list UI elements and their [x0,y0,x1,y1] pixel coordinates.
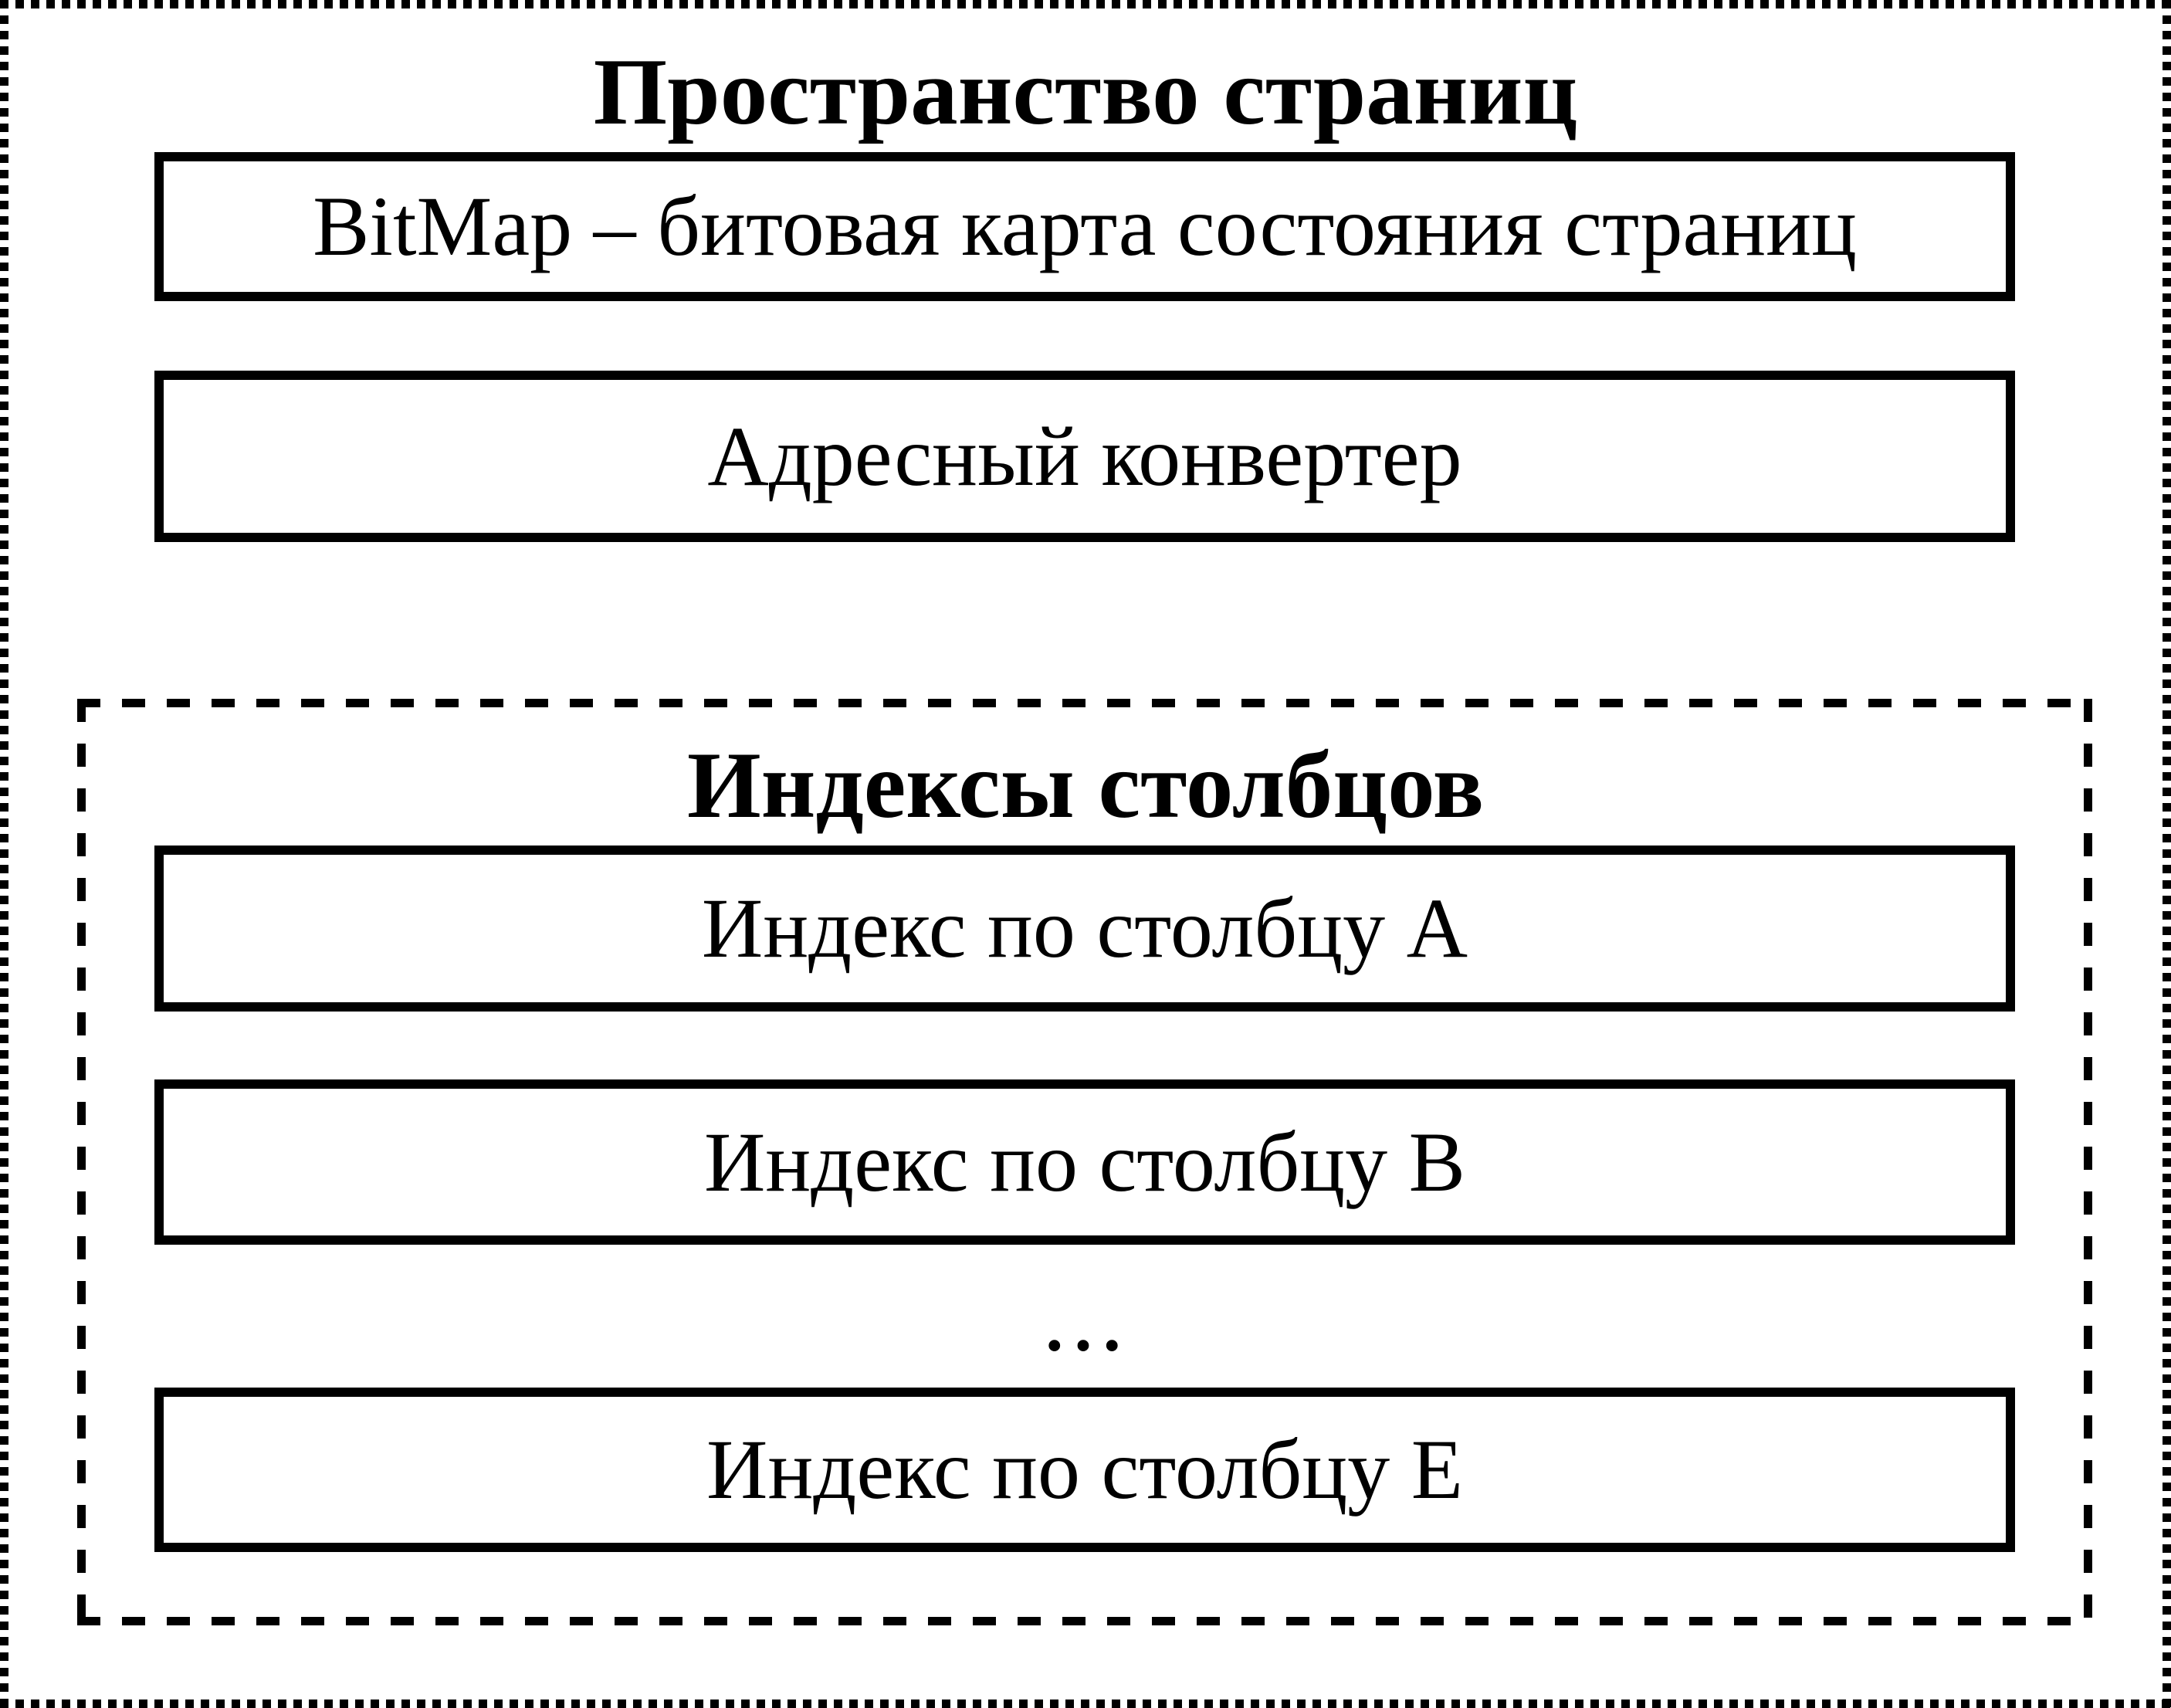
outer-dotted-border-bottom [0,1700,2171,1708]
group-dashed-border-bottom [77,1617,2092,1625]
group-dashed-border-left [77,699,86,1625]
group-dashed-border-right [2084,699,2092,1625]
index-column-e-label: Индекс по столбцу E [706,1422,1463,1517]
outer-dotted-border-top [0,0,2171,8]
index-column-a-label: Индекс по столбцу A [701,881,1468,975]
index-box-column-e: Индекс по столбцу E [154,1388,2015,1552]
index-box-column-b: Индекс по столбцу B [154,1079,2015,1245]
address-converter-box: Адресный конвертер [154,371,2015,542]
bitmap-box-label: BitMap – битовая карта состояния страниц [313,179,1857,273]
column-indexes-title: Индексы столбцов [686,732,1485,838]
more-indexes-ellipsis: ... [1042,1265,1129,1371]
page-space-title: Пространство страниц [593,39,1578,144]
index-column-b-label: Индекс по столбцу B [703,1114,1466,1209]
bitmap-box: BitMap – битовая карта состояния страниц [154,152,2015,301]
outer-dotted-border-right [2163,0,2171,1708]
group-dashed-border-top [77,699,2092,707]
outer-dotted-border-left [0,0,8,1708]
column-indexes-group [77,699,2092,1625]
index-box-column-a: Индекс по столбцу A [154,846,2015,1012]
address-converter-label: Адресный конвертер [707,408,1462,503]
